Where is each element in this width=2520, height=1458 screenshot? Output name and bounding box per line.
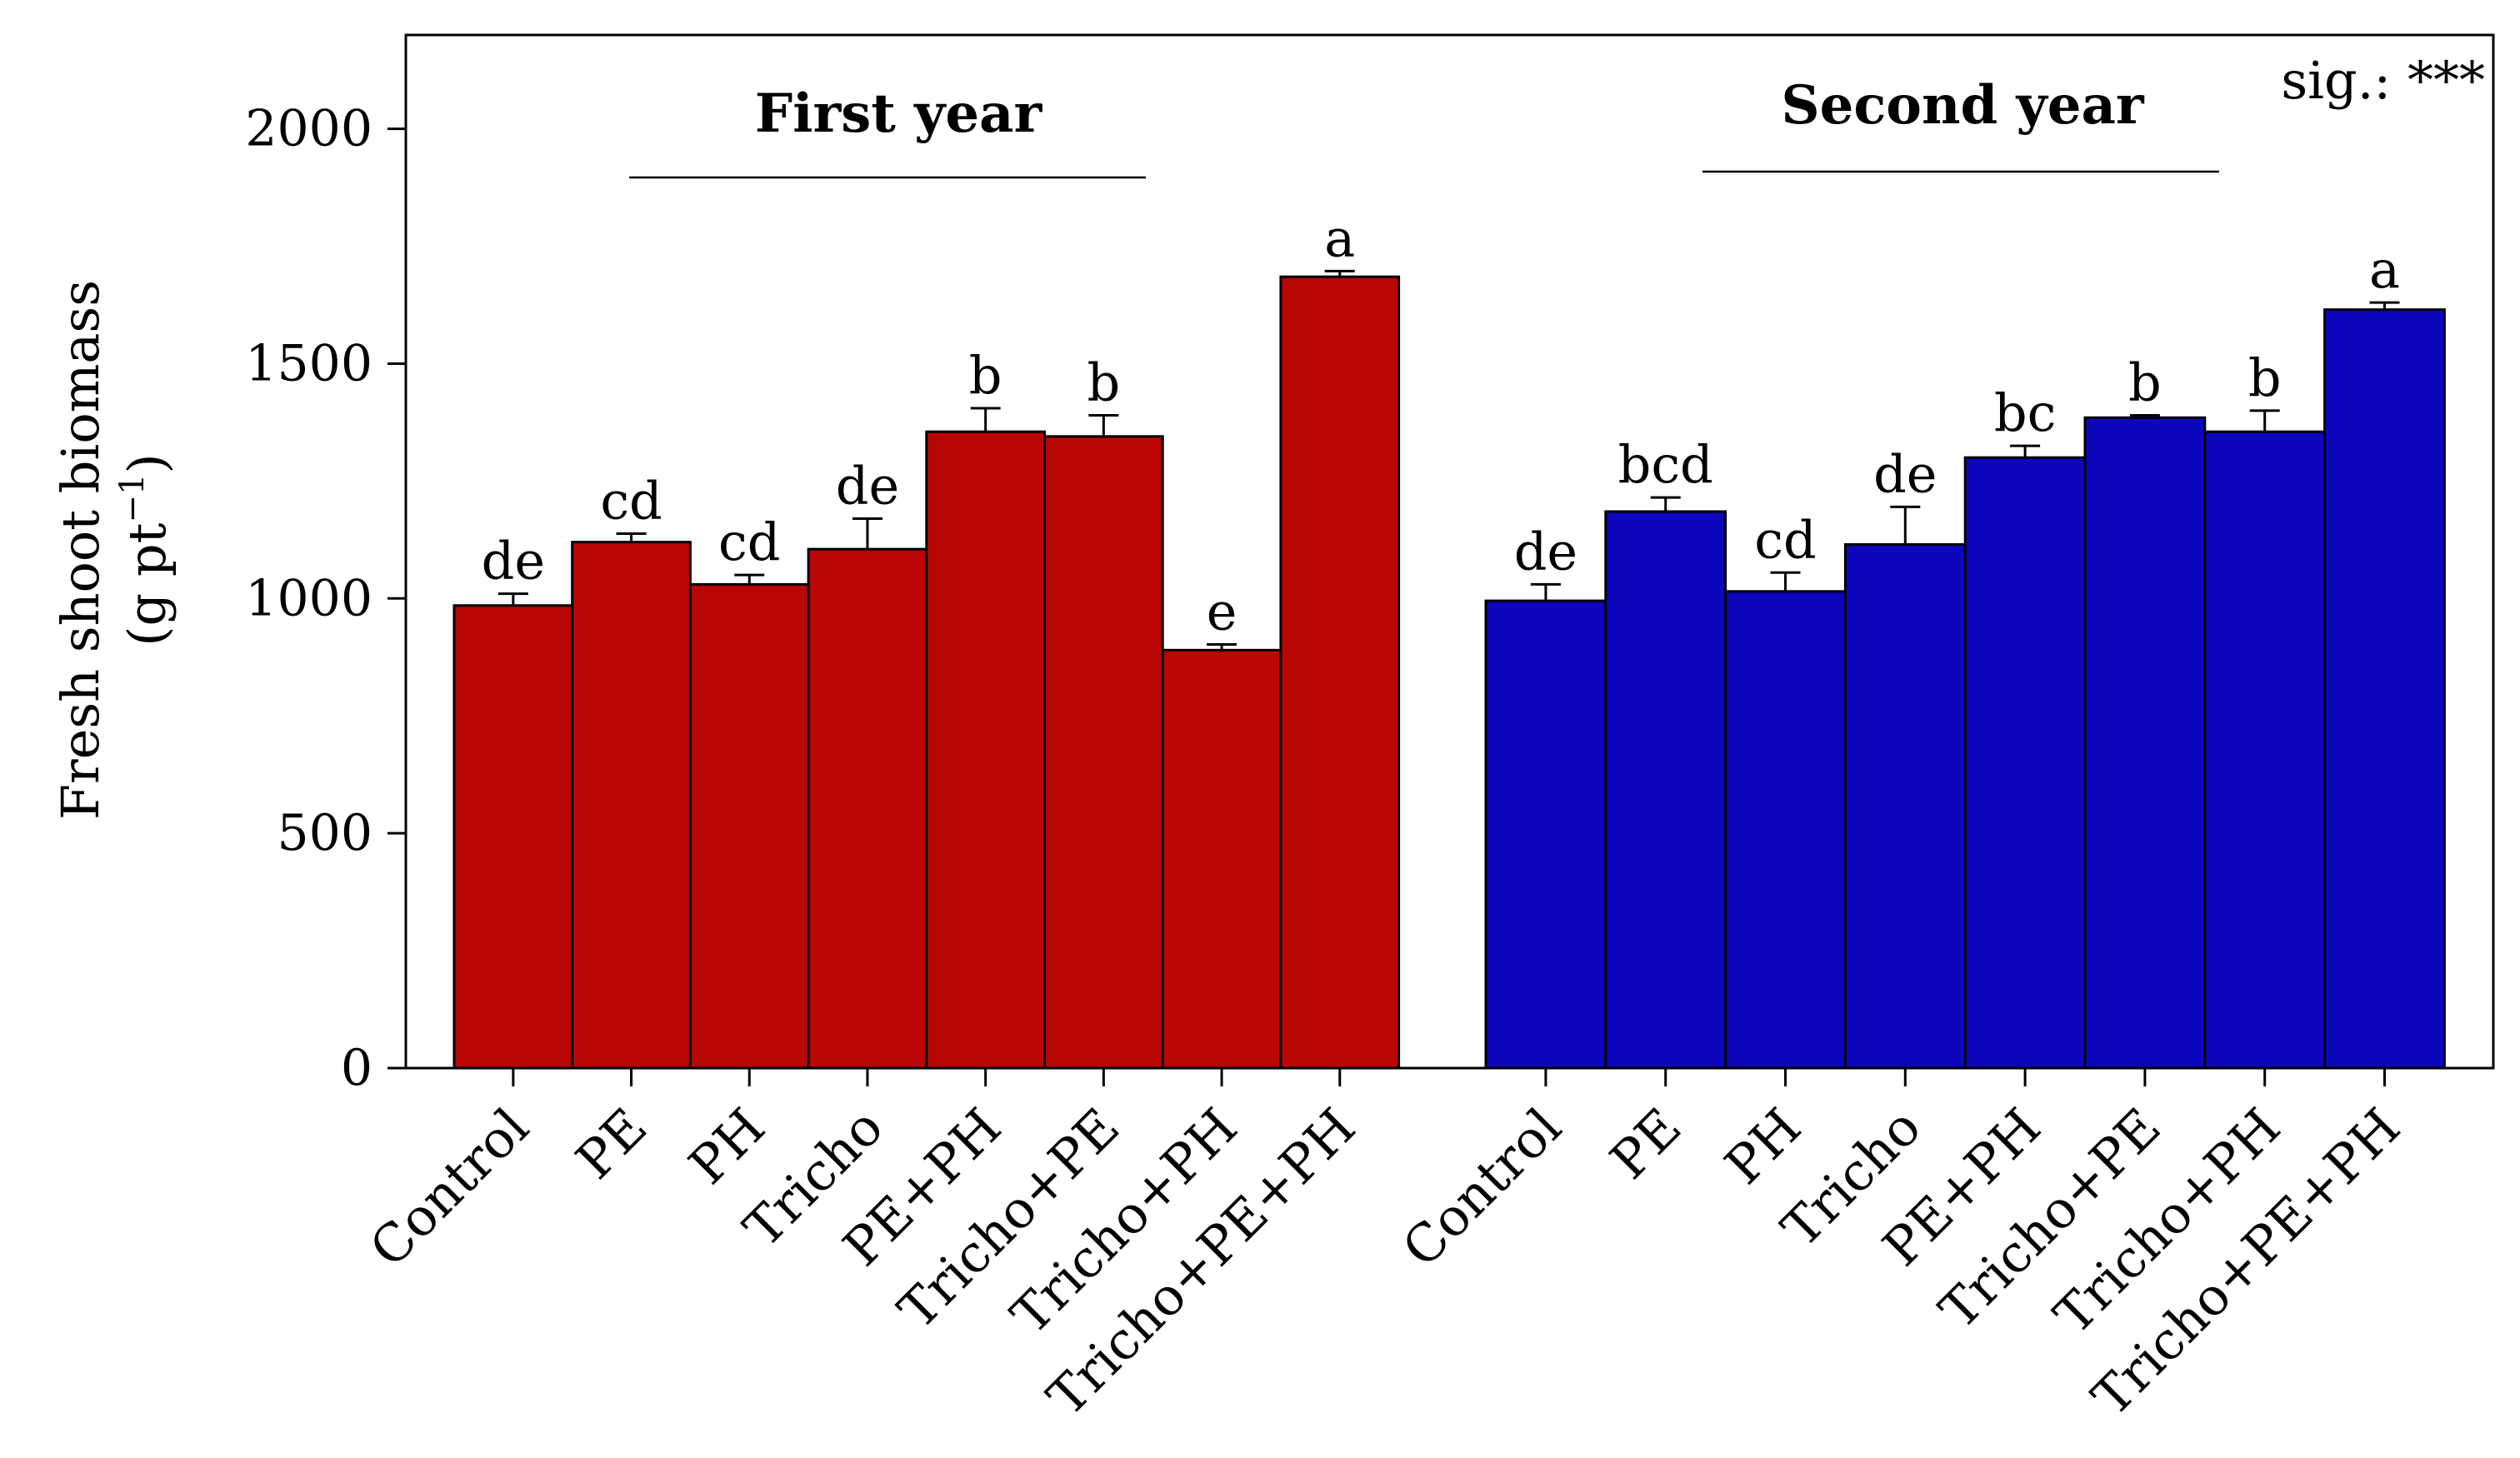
bar xyxy=(2323,308,2446,1070)
bar xyxy=(1484,599,1608,1070)
y-axis-label-units: (g pt−1) xyxy=(113,453,178,646)
significance-letter: b xyxy=(969,345,1002,406)
error-bar xyxy=(970,407,1001,432)
y-axis: 0 500 1000 1500 2000 xyxy=(245,100,406,1097)
bar xyxy=(1043,435,1164,1070)
significance-letter: e xyxy=(1207,582,1238,642)
significance-letter: de xyxy=(836,455,899,516)
panel-title: Second year xyxy=(1781,74,2145,137)
panel-title: First year xyxy=(755,82,1043,145)
error-bar xyxy=(1324,269,1355,277)
y-axis-label: Fresh shoot biomass (g pt−1) xyxy=(50,280,178,820)
error-bar xyxy=(852,517,882,550)
significance-letter: de xyxy=(1873,443,1937,504)
plot-frame xyxy=(404,33,2495,1070)
bar xyxy=(2083,416,2207,1070)
y-tick-label-500: 500 xyxy=(277,804,372,862)
significance-letter: b xyxy=(1087,352,1120,412)
error-bar xyxy=(2249,409,2280,432)
significance-letter: cd xyxy=(718,512,780,572)
error-bar xyxy=(616,532,647,542)
bar xyxy=(1724,590,1847,1070)
y-axis-units-pre: (g pt xyxy=(117,522,178,646)
bar xyxy=(925,430,1047,1070)
bar xyxy=(1161,648,1282,1070)
panel-2: Second yeardeControlbcdPEcdPHdeTrichobcP… xyxy=(1391,74,2446,1428)
x-tick-label: Control xyxy=(358,1096,541,1279)
error-bar xyxy=(1890,505,1921,545)
significance-letter: cd xyxy=(600,471,662,532)
bar xyxy=(452,604,574,1070)
x-tick-label: PE xyxy=(1598,1096,1692,1191)
y-tick-label-1500: 1500 xyxy=(245,334,372,392)
error-bar xyxy=(1770,571,1801,592)
error-bar xyxy=(2010,444,2041,458)
bar xyxy=(1604,510,1728,1070)
error-bar xyxy=(734,573,765,585)
significance-label: sig.: *** xyxy=(2281,50,2485,111)
y-axis-units-sup: −1 xyxy=(113,474,152,523)
bar xyxy=(1279,275,1401,1070)
x-tick-label: PH xyxy=(1713,1096,1812,1196)
error-bar xyxy=(1650,496,1681,512)
error-bar xyxy=(2369,301,2400,310)
bar xyxy=(807,547,928,1070)
error-bar xyxy=(1207,643,1238,651)
significance-letter: bc xyxy=(1994,382,2056,443)
x-tick-label: PH xyxy=(677,1096,776,1196)
bar xyxy=(571,541,692,1070)
y-tick-label-2000: 2000 xyxy=(245,100,372,158)
significance-letter: a xyxy=(2369,239,2400,300)
error-bar xyxy=(2129,413,2160,418)
significance-letter: cd xyxy=(1754,509,1816,570)
significance-letter: b xyxy=(2128,352,2162,412)
y-axis-units-post: ) xyxy=(117,453,178,473)
significance-letter: b xyxy=(2248,347,2282,408)
y-axis-label-title: Fresh shoot biomass xyxy=(50,280,111,820)
y-tick-label-0: 0 xyxy=(341,1039,372,1097)
bar xyxy=(1963,456,2087,1070)
significance-letter: de xyxy=(1514,521,1578,582)
error-bar xyxy=(1088,413,1119,437)
significance-letter: de xyxy=(482,531,545,592)
bar xyxy=(688,582,810,1070)
bar xyxy=(1843,542,1967,1070)
significance-letter: bcd xyxy=(1618,434,1713,495)
bar xyxy=(2203,430,2327,1070)
y-tick-label-1000: 1000 xyxy=(245,569,372,627)
x-tick-label: Control xyxy=(1391,1096,1573,1279)
panel-1: First yeardeControlcdPEcdPHdeTrichobPE+P… xyxy=(358,82,1401,1428)
significance-letter: a xyxy=(1324,207,1355,268)
error-bar xyxy=(1530,582,1561,602)
error-bar xyxy=(498,592,528,606)
panels: First yeardeControlcdPEcdPHdeTrichobPE+P… xyxy=(358,74,2446,1428)
x-tick-label: PE xyxy=(564,1096,658,1191)
